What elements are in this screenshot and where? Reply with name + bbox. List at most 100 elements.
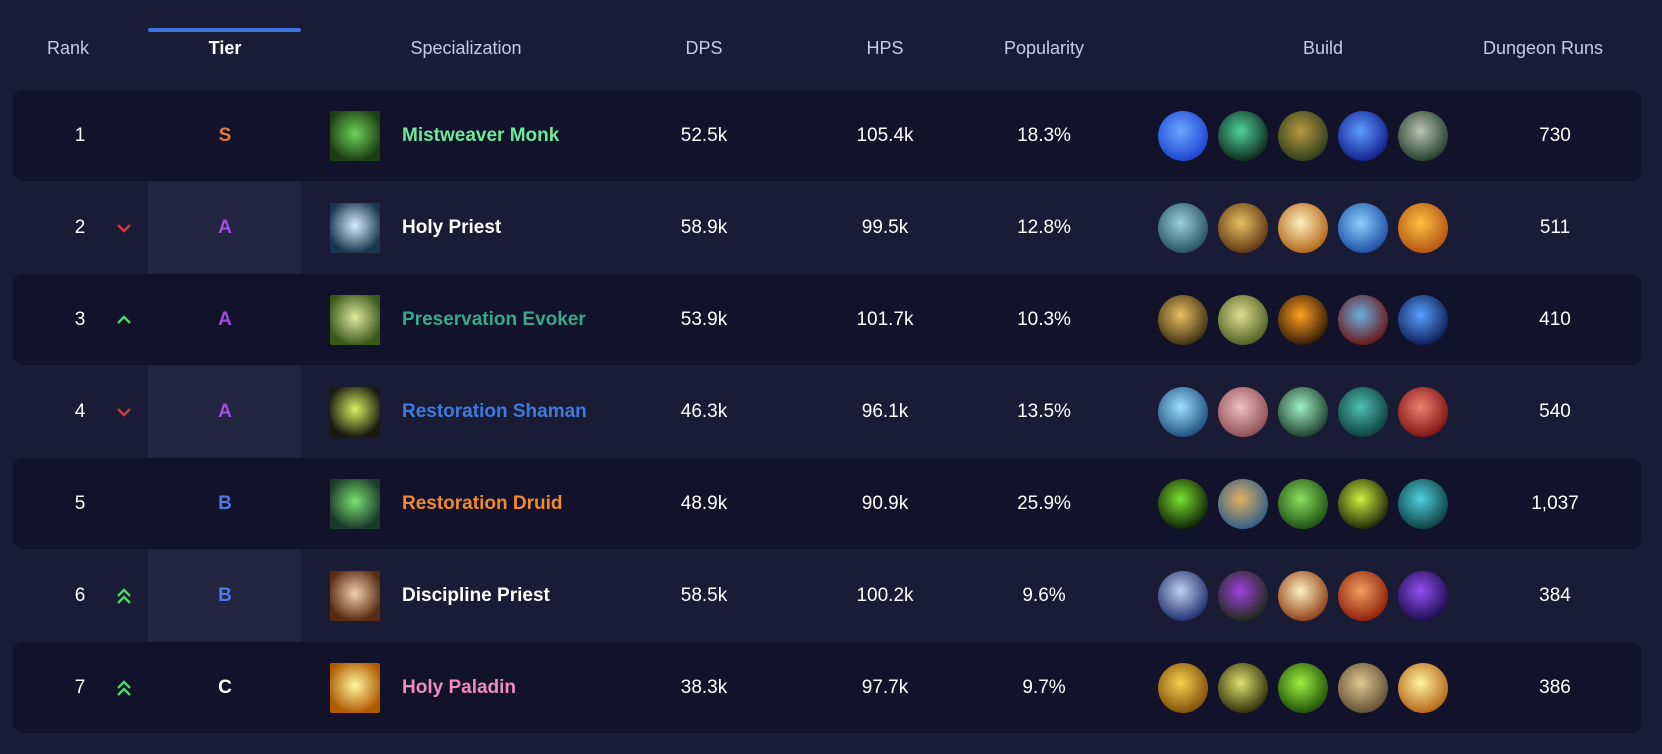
specialization[interactable]: Holy Paladin [330,662,517,713]
talent-icon[interactable] [1398,294,1448,345]
talent-icon[interactable] [1158,478,1208,529]
talent-icon[interactable] [1278,110,1328,161]
hps-value: 90.9k [861,492,909,514]
talent-icon[interactable] [1218,202,1268,253]
table-row[interactable]: 7 C Holy Paladin 38.3k 97.7k 9.7% 386 [13,642,1641,733]
talent-icon[interactable] [1398,662,1448,713]
column-header-dps[interactable]: DPS [685,38,723,58]
spec-name[interactable]: Preservation Evoker [402,308,586,330]
spec-name[interactable]: Mistweaver Monk [402,124,560,146]
talent-icon[interactable] [1338,478,1388,529]
table-row[interactable]: 4 A Restoration Shaman 46.3k 96.1k 13.5% 540 [13,366,1641,457]
talent-icon[interactable] [1218,570,1268,621]
talent-icon[interactable] [1158,202,1208,253]
tier-badge: A [218,216,232,238]
talent-icon[interactable] [1338,202,1388,253]
dps-value: 58.5k [680,584,728,606]
specialization[interactable]: Restoration Druid [330,478,563,529]
talent-icon[interactable] [1278,478,1328,529]
hps-value: 105.4k [856,124,914,146]
rank: 5 [74,492,86,514]
talent-icon[interactable] [1158,570,1208,621]
spec-icon [330,662,380,713]
tier-badge: S [218,124,232,146]
rank: 4 [74,400,86,422]
talent-icon[interactable] [1278,202,1328,253]
rank: 6 [74,584,86,606]
table-row[interactable]: 2 A Holy Priest 58.9k 99.5k 12.8% 511 [13,182,1641,273]
build-talents [1158,110,1448,161]
table-row[interactable]: 6 B Discipline Priest 58.5k 100.2k 9.6% 384 [13,550,1641,641]
column-header-dungeon-runs[interactable]: Dungeon Runs [1482,38,1604,58]
column-header-specialization[interactable]: Specialization [410,38,522,58]
dungeon-runs-value: 1,037 [1531,492,1579,514]
hps-value: 100.2k [856,584,914,606]
talent-icon[interactable] [1398,570,1448,621]
popularity-value: 9.6% [1022,584,1066,606]
spec-name[interactable]: Restoration Shaman [402,400,587,422]
talent-icon[interactable] [1398,110,1448,161]
talent-icon[interactable] [1158,294,1208,345]
talent-icon[interactable] [1218,386,1268,437]
tier-badge: B [218,492,232,514]
talent-icon[interactable] [1338,110,1388,161]
rank: 3 [74,308,86,330]
talent-icon[interactable] [1218,662,1268,713]
spec-name[interactable]: Discipline Priest [402,584,550,606]
talent-icon[interactable] [1218,294,1268,345]
talent-icon[interactable] [1158,110,1208,161]
talent-icon[interactable] [1398,202,1448,253]
specialization[interactable]: Restoration Shaman [330,386,587,437]
talent-icon[interactable] [1398,478,1448,529]
tier-badge: B [218,584,232,606]
talent-icon[interactable] [1278,662,1328,713]
column-header-build[interactable]: Build [1302,38,1344,58]
talent-icon[interactable] [1278,386,1328,437]
dungeon-runs-value: 511 [1539,216,1571,238]
spec-icon [330,570,380,621]
build-talents [1158,386,1448,437]
hps-value: 97.7k [861,676,909,698]
talent-icon[interactable] [1338,294,1388,345]
talent-icon[interactable] [1218,110,1268,161]
column-header-rank[interactable]: Rank [46,38,90,58]
specialization[interactable]: Mistweaver Monk [330,110,560,161]
talent-icon[interactable] [1338,386,1388,437]
talent-icon[interactable] [1338,662,1388,713]
column-header-hps[interactable]: HPS [866,38,904,58]
talent-icon[interactable] [1158,386,1208,437]
dungeon-runs-value: 410 [1539,308,1571,330]
talent-icon[interactable] [1278,570,1328,621]
rank: 1 [74,124,86,146]
dungeon-runs-value: 386 [1539,676,1571,698]
build-talents [1158,478,1448,529]
talent-icon[interactable] [1158,662,1208,713]
spec-name[interactable]: Holy Paladin [402,676,517,698]
table-row[interactable]: 5 B Restoration Druid 48.9k 90.9k 25.9% 1,037 [13,458,1641,549]
talent-icon[interactable] [1398,386,1448,437]
build-talents [1158,662,1448,713]
hps-value: 96.1k [861,400,909,422]
tier-badge: A [218,308,232,330]
trend-down-icon [117,223,131,233]
tier-badge: C [218,676,232,698]
trend-double-up-icon [117,587,131,604]
table-row[interactable]: 1 S Mistweaver Monk 52.5k 105.4k 18.3% 730 [13,90,1641,181]
spec-name[interactable]: Restoration Druid [402,492,563,514]
rank: 2 [74,216,86,238]
spec-icon [330,202,380,253]
column-header-popularity[interactable]: Popularity [1003,38,1085,58]
specialization[interactable]: Discipline Priest [330,570,550,621]
trend-double-up-icon [117,679,131,696]
talent-icon[interactable] [1218,478,1268,529]
table-row[interactable]: 3 A Preservation Evoker 53.9k 101.7k 10.3% 41… [13,274,1641,365]
popularity-value: 12.8% [1017,216,1071,238]
build-talents [1158,294,1448,345]
column-header-tier[interactable]: Tier [208,38,242,58]
active-sort-indicator [148,28,301,32]
talent-icon[interactable] [1338,570,1388,621]
spec-name[interactable]: Holy Priest [402,216,502,238]
specialization[interactable]: Holy Priest [330,202,502,253]
specialization[interactable]: Preservation Evoker [330,294,586,345]
talent-icon[interactable] [1278,294,1328,345]
